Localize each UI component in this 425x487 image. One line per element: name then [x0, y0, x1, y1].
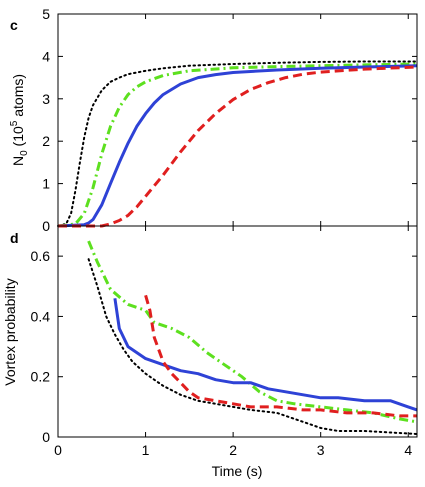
- panel-d-y-tick-label: 0.2: [31, 369, 51, 385]
- panel-c-y-tick-label: 0: [42, 218, 50, 234]
- panel-c-y-tick-label: 3: [42, 91, 50, 107]
- panel-c-y-tick-label: 4: [42, 48, 50, 64]
- panel-c-series-solid: [57, 64, 418, 228]
- panel-c-y-axis-label: N0 (105 atoms): [9, 74, 30, 166]
- panel-c-series-group: [57, 60, 418, 228]
- panel-d-y-axis-label: Vortex probability: [2, 278, 18, 385]
- panel-d-x-axis-label: Time (s): [212, 463, 263, 479]
- panel-d-series-solid: [113, 298, 418, 412]
- panel-c-y-axis-label-prefix: N: [10, 156, 26, 166]
- panel-c-y-axis-label-sup: 5: [9, 120, 20, 126]
- panel-c-y-axis-label-sub: 0: [19, 150, 30, 156]
- panel-c-label: c: [10, 17, 18, 33]
- panel-d-series-dotted: [87, 258, 418, 435]
- panel-d-x-tick-label: 0: [54, 442, 62, 458]
- panel-d-series-dashed: [144, 294, 417, 418]
- panel-c-series-dashdot: [57, 62, 418, 228]
- panel-d: 0 1 2 3 4 0 0.2 0.4 0.6 d Vortex probability Tim…: [2, 225, 418, 479]
- panel-c-y-axis-label-mid: (10: [10, 126, 26, 150]
- panel-c-y-tick-label: 1: [42, 176, 50, 192]
- panel-d-label: d: [10, 230, 19, 246]
- panel-d-x-tick-label: 3: [317, 442, 325, 458]
- panel-d-x-tick-label: 1: [142, 442, 150, 458]
- panel-d-x-tick-label: 4: [404, 442, 412, 458]
- panel-d-series-group: [87, 240, 418, 435]
- panel-d-x-tick-label: 2: [229, 442, 237, 458]
- panel-c-y-tick-label: 2: [42, 133, 50, 149]
- panel-c-y-axis-label-suffix: atoms): [10, 74, 26, 121]
- panel-d-y-tick-label: 0.4: [31, 308, 51, 324]
- panel-d-plot-frame: [57, 225, 418, 438]
- panel-c-series-dashed: [58, 65, 418, 228]
- panel-c-ticks: 0 1 2 3 4 5: [42, 6, 417, 234]
- panel-c-series-dotted: [57, 60, 418, 227]
- panel-c-y-tick-label: 5: [42, 6, 50, 22]
- panel-d-y-tick-label: 0: [42, 429, 50, 445]
- panel-d-y-tick-label: 0.6: [31, 248, 51, 264]
- panel-d-series-dashdot: [87, 240, 418, 424]
